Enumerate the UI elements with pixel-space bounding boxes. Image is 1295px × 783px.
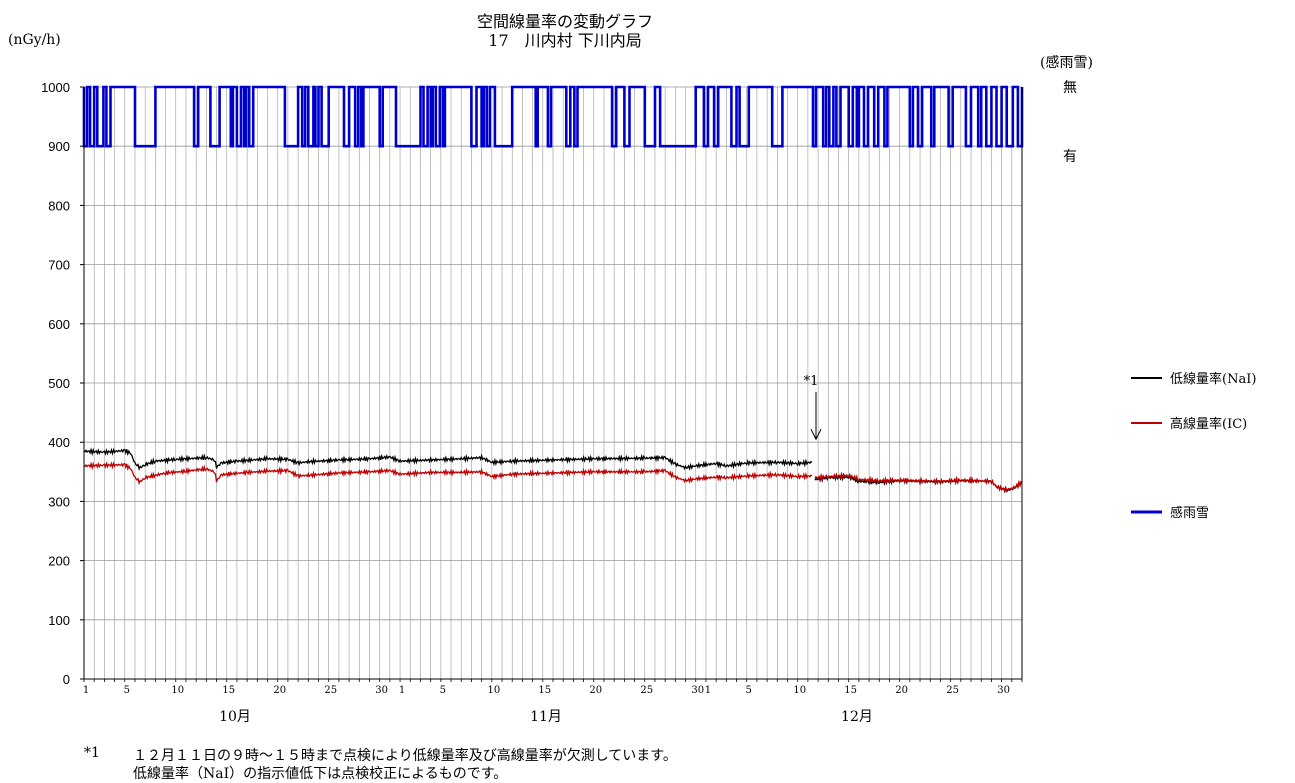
rain-axis-unit-label: (感雨雪) — [1040, 55, 1093, 71]
rain-axis-yes-label: 有 — [1063, 149, 1077, 165]
series-ic — [83, 461, 813, 486]
footnote-line1: １２月１１日の９時～１５時まで点検により低線量率及び高線量率が欠測しています。 — [133, 748, 677, 764]
x-tick-label: 5 — [124, 685, 130, 696]
series-ic_after — [814, 471, 1023, 493]
y-tick-label: 100 — [48, 613, 70, 628]
x-tick-label: 1 — [705, 685, 711, 696]
chart-title-line1: 空間線量率の変動グラフ — [476, 12, 653, 31]
footnote-line2: 低線量率（NaI）の指示値低下は点検校正によるものです。 — [133, 766, 508, 782]
series-nai — [83, 447, 813, 472]
legend-label: 感雨雪 — [1170, 505, 1209, 521]
axes — [80, 86, 1023, 682]
x-tick-label: 10 — [171, 685, 184, 696]
x-tick-label: 25 — [640, 685, 653, 696]
month-label: 12月 — [841, 709, 873, 725]
series-layer — [82, 85, 1024, 494]
y-tick-label: 900 — [48, 139, 70, 154]
x-tick-label: 15 — [844, 685, 857, 696]
x-tick-label: 25 — [324, 685, 337, 696]
month-label: 10月 — [219, 709, 251, 725]
y-tick-label: 700 — [48, 258, 70, 273]
month-label: 11月 — [530, 709, 562, 725]
x-tick-label: 10 — [793, 685, 806, 696]
x-tick-label: 20 — [589, 685, 602, 696]
y-tick-label: 1000 — [41, 80, 70, 95]
x-tick-label: 1 — [399, 685, 405, 696]
x-tick-label: 1 — [83, 685, 89, 696]
x-tick-label: 15 — [538, 685, 551, 696]
x-tick-label: 5 — [746, 685, 752, 696]
x-tick-label: 5 — [440, 685, 446, 696]
x-tick-label: 10 — [487, 685, 500, 696]
annotation-layer: *1 — [804, 374, 822, 441]
legend: 低線量率(NaI) 高線量率(IC) 感雨雪 — [1131, 371, 1256, 521]
y-tick-label: 300 — [48, 494, 70, 509]
x-tick-label: 30 — [691, 685, 704, 696]
chart-title-line2: 17 川内村 下川内局 — [488, 31, 642, 50]
footnote-marker: *1 — [84, 745, 100, 761]
grid — [83, 86, 1023, 680]
x-tick-label: 25 — [946, 685, 959, 696]
y-tick-label: 400 — [48, 435, 70, 450]
rain-axis-no-label: 無 — [1063, 80, 1077, 96]
series-rain — [82, 85, 1024, 148]
x-tick-label: 20 — [895, 685, 908, 696]
annotation-arrow-head — [810, 429, 822, 441]
x-tick-label: 30 — [997, 685, 1010, 696]
x-tick-label: 15 — [222, 685, 235, 696]
legend-label: 低線量率(NaI) — [1170, 371, 1256, 387]
y-axis-unit-label: (nGy/h) — [8, 32, 61, 48]
y-tick-label: 0 — [63, 672, 70, 687]
y-tick-label: 200 — [48, 554, 70, 569]
y-tick-label: 600 — [48, 317, 70, 332]
x-tick-label: 30 — [375, 685, 388, 696]
legend-label: 高線量率(IC) — [1170, 416, 1247, 432]
y-tick-label: 500 — [48, 376, 70, 391]
y-tick-label: 800 — [48, 198, 70, 213]
x-tick-label: 20 — [273, 685, 286, 696]
annotation-marker: *1 — [804, 374, 819, 389]
